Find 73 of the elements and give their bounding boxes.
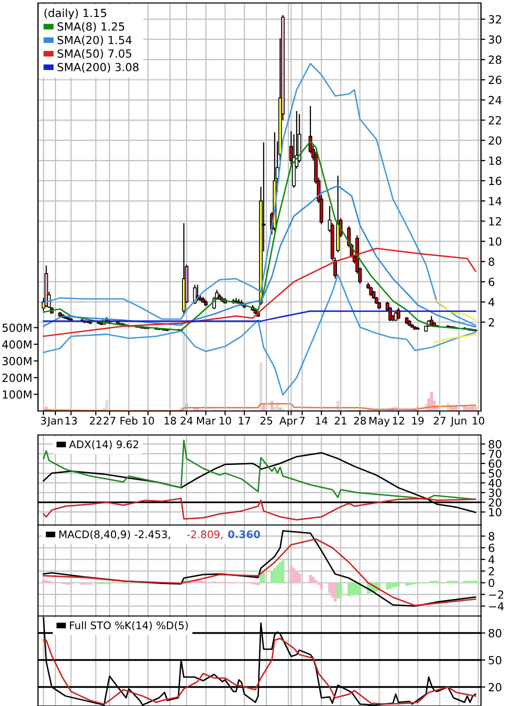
y-tick-label: 8 <box>488 532 494 540</box>
y2-tick-label: 400M <box>2 340 32 349</box>
chart-title: (daily) 1.15 <box>44 8 106 20</box>
y-tick-label: 80 <box>488 628 502 638</box>
x-tick-label: 10 <box>472 416 484 425</box>
y-tick-label: 50 <box>488 656 502 664</box>
x-tick-label: 10 <box>220 416 232 425</box>
x-tick-label: 21 <box>334 416 346 424</box>
x-tick-label: 27 <box>104 416 116 424</box>
x-tick-label: 3 <box>40 416 46 425</box>
x-tick-label: 17 <box>238 416 250 424</box>
y-tick-label: 10 <box>489 508 502 516</box>
y-tick-label: 2 <box>488 318 494 326</box>
y-tick-label: −4 <box>489 602 504 610</box>
y-tick-label: 22 <box>488 116 501 124</box>
y-tick-label: 8 <box>488 258 494 266</box>
y-tick-label: 4 <box>488 298 494 306</box>
x-tick-label: Jan <box>46 416 63 427</box>
y-tick-label: 10 <box>489 237 502 246</box>
y-tick-label: 6 <box>488 544 494 552</box>
y-tick-label: 12 <box>489 217 501 226</box>
y-tick-label: 16 <box>489 176 502 186</box>
x-tick-label: Feb <box>120 416 138 425</box>
y-tick-label: 0 <box>488 578 494 588</box>
legend-label: Full STO %K(14) %D(5) <box>70 621 188 630</box>
x-tick-label: 10 <box>142 416 154 425</box>
y-tick-label: 18 <box>489 156 502 165</box>
x-tick-label: 19 <box>412 416 424 425</box>
y-tick-label: 20 <box>488 682 502 692</box>
y-tick-label: 40 <box>488 478 502 488</box>
y-tick-label: −2 <box>489 590 504 599</box>
y-tick-label: 50 <box>488 469 502 478</box>
y-tick-label: 6 <box>488 278 494 286</box>
legend-label: MACD(8,40,9) -2.453, <box>59 530 170 540</box>
x-tick-label: 13 <box>66 416 77 425</box>
y-tick-label: 30 <box>488 488 502 497</box>
x-tick-label: 25 <box>260 416 272 425</box>
text: -2.809, <box>187 530 223 540</box>
y2-tick-label: 300M <box>2 356 32 366</box>
x-tick-label: 7 <box>300 416 305 424</box>
y-tick-label: 70 <box>488 450 502 458</box>
y-tick-label: 28 <box>488 56 502 64</box>
legend-label: SMA(50) 7.05 <box>58 49 132 60</box>
legend-label: SMA(8) 1.25 <box>58 22 124 32</box>
x-tick-label: 18 <box>164 416 176 425</box>
y-tick-label: 32 <box>488 15 501 24</box>
x-tick-label: 24 <box>180 416 193 424</box>
legend-label: ADX(14) 9.62 <box>69 440 138 450</box>
annotation: 0.360 <box>228 530 260 538</box>
x-tick-label: 12 <box>392 416 404 424</box>
x-tick-label: 14 <box>316 416 328 424</box>
y-tick-label: 2 <box>488 567 494 576</box>
y-tick-label: 14 <box>489 197 502 206</box>
x-tick-label: Mar <box>197 416 216 425</box>
y-tick-label: 24 <box>488 96 502 104</box>
legend-label: SMA(20) 1.54 <box>58 36 132 46</box>
legend-label: SMA(200) 3.08 <box>58 62 139 73</box>
y-tick-label: 60 <box>488 459 502 468</box>
x-tick-label: 22 <box>90 416 102 424</box>
y-tick-label: 30 <box>488 35 502 44</box>
y-tick-label: 4 <box>488 556 494 564</box>
y2-tick-label: 200M <box>2 374 32 382</box>
y2-tick-label: 100M <box>2 390 32 399</box>
y-tick-label: 20 <box>488 136 502 145</box>
x-tick-label: May <box>369 416 390 427</box>
y2-tick-label: 500M <box>2 324 32 332</box>
x-tick-label: Apr <box>279 416 298 427</box>
y-tick-label: 80 <box>488 440 502 448</box>
x-tick-label: 28 <box>354 416 366 425</box>
y-tick-label: 26 <box>488 76 502 84</box>
x-tick-label: 27 <box>434 416 446 424</box>
x-tick-label: Jun <box>450 416 466 427</box>
y-tick-label: 20 <box>488 498 502 507</box>
